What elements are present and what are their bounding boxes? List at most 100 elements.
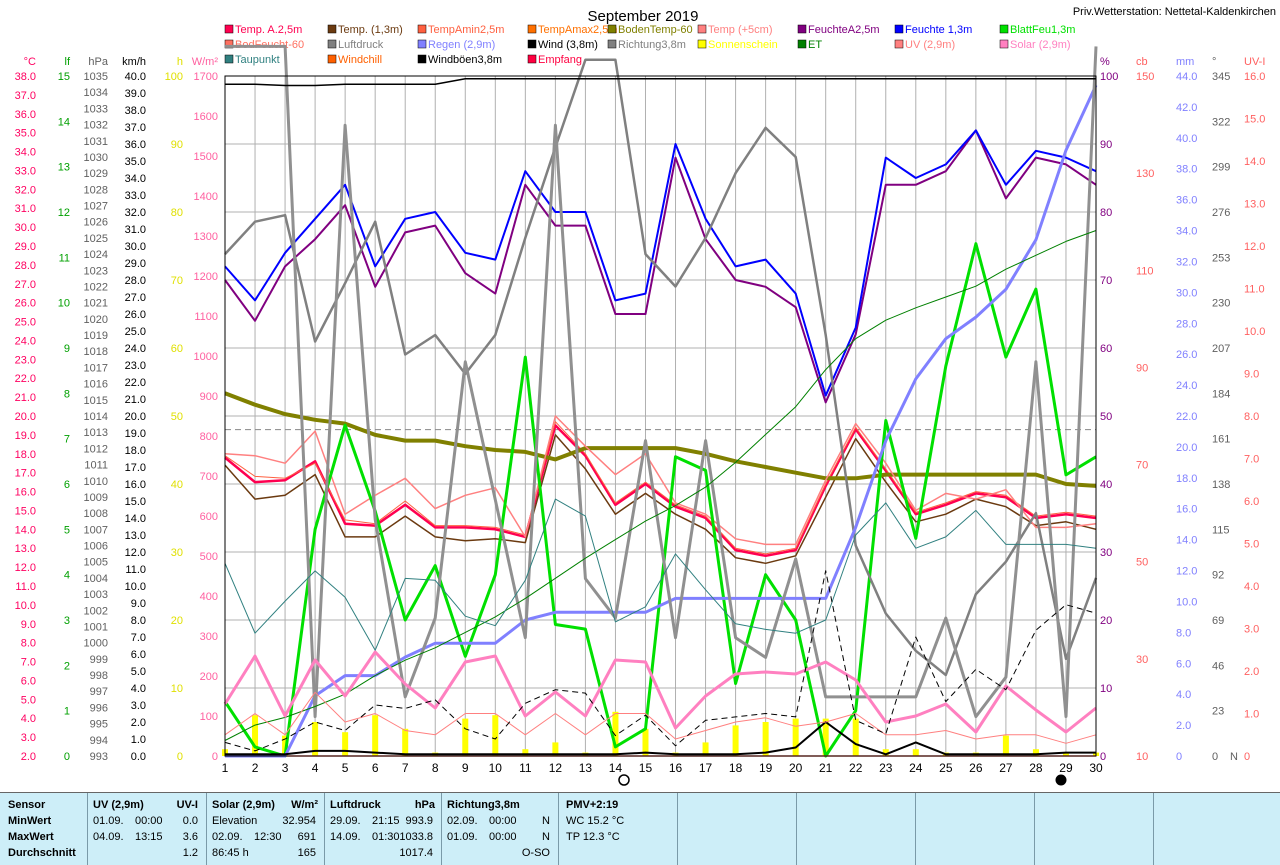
- x-tick-label: 13: [579, 761, 593, 775]
- axis-tick-hpa: 1013: [84, 427, 108, 439]
- axis-tick-hpa: 998: [90, 670, 108, 682]
- chart-title: September 2019: [588, 8, 699, 25]
- sunshine-bar: [1032, 749, 1039, 756]
- pmv-windchill: WC 15.2 °C: [566, 815, 625, 827]
- axis-tick-h: 20: [171, 615, 183, 627]
- series-regen-2-9m: [225, 84, 1098, 758]
- legend-label: Wind (3,8m): [538, 39, 598, 51]
- axis-tick-uvi: 13.0: [1244, 199, 1265, 211]
- axis-tick-kmh: 28.0: [125, 275, 146, 287]
- legend-swatch: [224, 24, 234, 34]
- axis-tick-temp: 33.0: [15, 165, 36, 177]
- axis-tick-kmh: 33.0: [125, 190, 146, 202]
- axis-unit-mm: mm: [1176, 56, 1194, 68]
- axis-tick-cb: 150: [1136, 71, 1154, 83]
- x-tick-label: 15: [639, 761, 653, 775]
- axis-tick-hpa: 1023: [84, 265, 108, 277]
- axis-tick-deg: 23: [1212, 706, 1224, 718]
- legend-label: Temp. A.2,5m: [235, 24, 302, 36]
- axis-tick-hpa: 1027: [84, 201, 108, 213]
- series-windb-en3-8m: [224, 570, 1097, 752]
- axis-tick-lf: 3: [64, 615, 70, 627]
- series-et: [224, 230, 1097, 741]
- axis-tick-hpa: 1011: [84, 460, 108, 472]
- axis-unit-kmh: km/h: [122, 56, 146, 68]
- legend-swatch: [327, 24, 337, 34]
- weather-chart: September 2019 Priv.Wetterstation: Nette…: [15, 6, 1276, 786]
- axis-tick-mm: 18.0: [1176, 473, 1197, 485]
- axis-tick-pct: 50: [1100, 411, 1112, 423]
- axis-tick-lf: 15: [58, 71, 70, 83]
- axis-tick-uvi: 7.0: [1244, 454, 1259, 466]
- legend-label: Feuchte 1,3m: [905, 24, 972, 36]
- axis-tick-temp: 10.0: [15, 600, 36, 612]
- grid: [224, 75, 1097, 757]
- solar-avg-value: 165: [297, 847, 316, 859]
- axis-tick-wm2: 1300: [194, 231, 218, 243]
- axis-tick-temp: 26.0: [15, 298, 36, 310]
- axis-tick-mm: 28.0: [1176, 318, 1197, 330]
- axis-tick-kmh: 5.0: [131, 666, 146, 678]
- axis-tick-hpa: 1005: [84, 557, 108, 569]
- axis-tick-uvi: 5.0: [1244, 539, 1259, 551]
- axis-tick-mm: 40.0: [1176, 133, 1197, 145]
- legend-label: Temp (+5cm): [708, 24, 773, 36]
- axis-tick-lf: 5: [64, 524, 70, 536]
- legend-swatch: [417, 54, 427, 64]
- legend-swatch: [417, 39, 427, 49]
- axis-tick-kmh: 10.0: [125, 581, 146, 593]
- series-lines: [223, 44, 1098, 758]
- axis-tick-mm: 20.0: [1176, 442, 1197, 454]
- legend-swatch: [999, 39, 1009, 49]
- legend-swatch: [327, 54, 337, 64]
- axis-tick-pct: 100: [1100, 71, 1118, 83]
- series-feuchtea2-5m: [224, 129, 1097, 404]
- sunshine-bar: [792, 718, 799, 756]
- axis-tick-temp: 28.0: [15, 260, 36, 272]
- stats-empty-4: [1034, 793, 1154, 865]
- x-tick-label: 28: [1029, 761, 1043, 775]
- axis-tick-uvi: 8.0: [1244, 411, 1259, 423]
- x-tick-label: 11: [519, 761, 532, 775]
- axis-tick-kmh: 12.0: [125, 547, 146, 559]
- axis-tick-pct: 60: [1100, 343, 1112, 355]
- legend-label: Regen (2,9m): [428, 39, 495, 51]
- axis-tick-hpa: 1031: [84, 136, 108, 148]
- axis-tick-hpa: 1010: [84, 476, 108, 488]
- series-feuchte-1-3m: [224, 129, 1097, 397]
- sunshine-bar: [612, 711, 619, 756]
- legend: Temp. A.2,5m Temp. (1,3m) TempAmin2,5m Temp…: [224, 24, 1075, 66]
- axis-tick-uvi: 9.0: [1244, 369, 1259, 381]
- axis-tick-uvi: 6.0: [1244, 496, 1259, 508]
- axis-tick-uvi: 0: [1244, 751, 1250, 763]
- axis-tick-lf: 6: [64, 479, 70, 491]
- axis-tick-kmh: 26.0: [125, 309, 146, 321]
- sunshine-bar: [462, 718, 469, 756]
- x-tick-label: 23: [879, 761, 893, 775]
- direction-max-value: N: [542, 831, 550, 843]
- pmv-dewpoint: TP 12.3 °C: [566, 831, 620, 843]
- solar-max-time: 12:30: [254, 831, 282, 843]
- axis-tick-lf: 12: [58, 207, 70, 219]
- series-uv-2-9m: [224, 691, 1097, 744]
- axis-tick-h: 80: [171, 207, 183, 219]
- series-luftdruck: [224, 58, 1098, 677]
- axis-tick-wm2: 1500: [194, 151, 218, 163]
- axis-tick-temp: 11.0: [15, 581, 36, 593]
- direction-max-time: 00:00: [489, 831, 517, 843]
- pressure-max-date: 14.09.: [330, 831, 361, 843]
- pressure-unit: hPa: [414, 799, 435, 811]
- axis-tick-mm: 30.0: [1176, 287, 1197, 299]
- axis-tick-temp: 14.0: [15, 524, 36, 536]
- new-moon-marker: [618, 774, 630, 786]
- legend-swatch: [527, 39, 537, 49]
- x-tick-label: 7: [402, 761, 409, 775]
- axis-tick-temp: 35.0: [15, 128, 36, 140]
- x-tick-label: 20: [789, 761, 803, 775]
- compass-label: N: [1230, 751, 1238, 763]
- direction-max-date: 01.09.: [447, 831, 478, 843]
- axis-tick-mm: 42.0: [1176, 102, 1197, 114]
- axis-tick-uvi: 14.0: [1244, 156, 1265, 168]
- axis-tick-deg: 0: [1212, 751, 1218, 763]
- legend-label: BlattFeu1,3m: [1010, 24, 1075, 36]
